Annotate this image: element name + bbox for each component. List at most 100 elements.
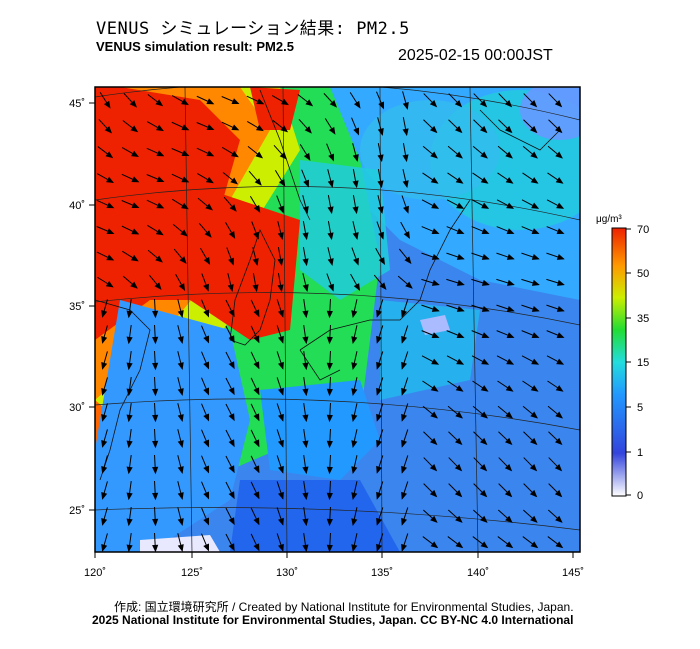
wind-arrow-head: [228, 335, 235, 344]
wind-arrow-head: [278, 309, 284, 318]
wind-arrow-head: [155, 99, 164, 107]
wind-arrow-head: [228, 361, 235, 370]
wind-arrow-head: [206, 124, 215, 131]
wind-arrow-head: [126, 414, 133, 423]
colorbar: [611, 227, 627, 497]
wind-arrow-head: [456, 279, 465, 286]
wind-arrow-head: [253, 439, 260, 448]
wind-arrow-head: [326, 362, 333, 371]
wind-arrow-head: [106, 228, 115, 235]
wind-arrow-head: [555, 515, 563, 523]
wind-arrow-head: [203, 465, 210, 474]
wind-arrow-head: [506, 228, 515, 234]
wind-arrow-head: [402, 154, 409, 163]
wind-arrow-head: [376, 335, 383, 344]
wind-arrow-head: [228, 491, 235, 500]
wind-arrow-head: [481, 358, 490, 365]
wind-arrow-head: [256, 124, 264, 132]
wind-arrow-head: [177, 440, 184, 448]
wind-arrow-head: [505, 125, 513, 134]
wind-arrow-head: [203, 361, 210, 370]
wind-arrow-head: [101, 544, 108, 552]
wind-arrow-head: [105, 280, 114, 288]
wind-arrow-head: [530, 151, 538, 159]
wind-arrow-head: [253, 335, 260, 344]
wind-arrow-head: [126, 336, 133, 345]
wind-arrow-head: [376, 439, 383, 448]
wind-arrow-head: [328, 153, 334, 162]
wind-arrow-head: [101, 440, 108, 448]
wind-arrow-head: [228, 231, 236, 239]
lon-label-130: 130˚: [276, 567, 298, 579]
wind-arrow-head: [152, 544, 159, 552]
wind-arrow-head: [152, 492, 159, 501]
wind-arrow-head: [326, 414, 333, 423]
wind-arrow-head: [154, 282, 162, 290]
wind-arrow-head: [530, 541, 539, 549]
wind-arrow-head: [481, 228, 490, 234]
wind-arrow-head: [480, 385, 489, 392]
wind-arrow-head: [204, 230, 212, 238]
wind-arrow-head: [152, 518, 159, 527]
wind-arrow-head: [155, 228, 164, 236]
wind-arrow-head: [555, 385, 564, 392]
wind-arrow-head: [401, 543, 408, 552]
wind-arrow-head: [530, 411, 538, 419]
wind-arrow-head: [351, 518, 358, 527]
wind-arrow-head: [327, 232, 334, 241]
wind-arrow-head: [156, 124, 164, 132]
wind-arrow-head: [531, 202, 540, 209]
wind-arrow-head: [506, 358, 515, 365]
wind-arrow-head: [180, 229, 188, 237]
colorbar-tick-1: 1: [637, 447, 643, 459]
wind-arrow-head: [556, 358, 565, 365]
wind-arrow-head: [405, 281, 413, 289]
wind-arrow-head: [281, 98, 289, 106]
lon-label-140: 140˚: [467, 567, 489, 579]
wind-arrow-head: [326, 336, 333, 345]
wind-arrow-head: [278, 205, 284, 214]
wind-arrow-head: [101, 388, 108, 396]
wind-arrow-head: [351, 336, 358, 345]
wind-arrow-head: [203, 413, 210, 422]
wind-arrow-head: [152, 466, 159, 475]
wind-arrow-head: [156, 150, 165, 157]
wind-arrow-head: [430, 125, 438, 134]
wind-arrow-head: [401, 387, 408, 396]
wind-arrow-head: [229, 204, 237, 212]
wind-arrow-head: [480, 177, 489, 184]
wind-arrow-head: [302, 440, 309, 449]
wind-arrow-head: [228, 543, 235, 552]
wind-arrow-head: [203, 439, 210, 448]
wind-arrow-head: [177, 466, 184, 474]
wind-arrow-head: [302, 336, 309, 345]
wind-arrow-head: [351, 310, 358, 319]
wind-vectors: [96, 91, 565, 552]
wind-arrow-head: [456, 254, 465, 260]
wind-arrow-head: [228, 387, 235, 396]
wind-arrow-head: [326, 544, 333, 552]
wind-arrow-head: [101, 310, 108, 318]
wind-arrow-head: [379, 282, 387, 290]
wind-arrow-head: [376, 413, 383, 422]
wind-arrow-head: [481, 202, 490, 209]
wind-arrow-head: [253, 204, 261, 213]
wind-arrow-head: [328, 283, 334, 292]
wind-arrow-head: [352, 206, 359, 215]
page-title-en: VENUS simulation result: PM2.5: [96, 39, 294, 54]
wind-arrow-head: [106, 254, 115, 261]
wind-arrow-head: [152, 310, 159, 319]
wind-arrow-head: [326, 388, 333, 397]
wind-arrow-head: [179, 256, 187, 264]
wind-arrow-head: [152, 414, 159, 423]
wind-arrow-head: [351, 440, 358, 449]
wind-arrow-head: [352, 154, 359, 162]
wind-arrow-head: [377, 128, 384, 136]
wind-arrow-head: [403, 205, 409, 214]
wind-arrow-head: [430, 515, 438, 523]
wind-arrow-head: [302, 284, 309, 292]
wind-arrow-head: [376, 491, 383, 500]
wind-arrow-head: [455, 437, 463, 446]
wind-arrow-head: [455, 515, 463, 523]
wind-arrow-head: [328, 126, 336, 135]
